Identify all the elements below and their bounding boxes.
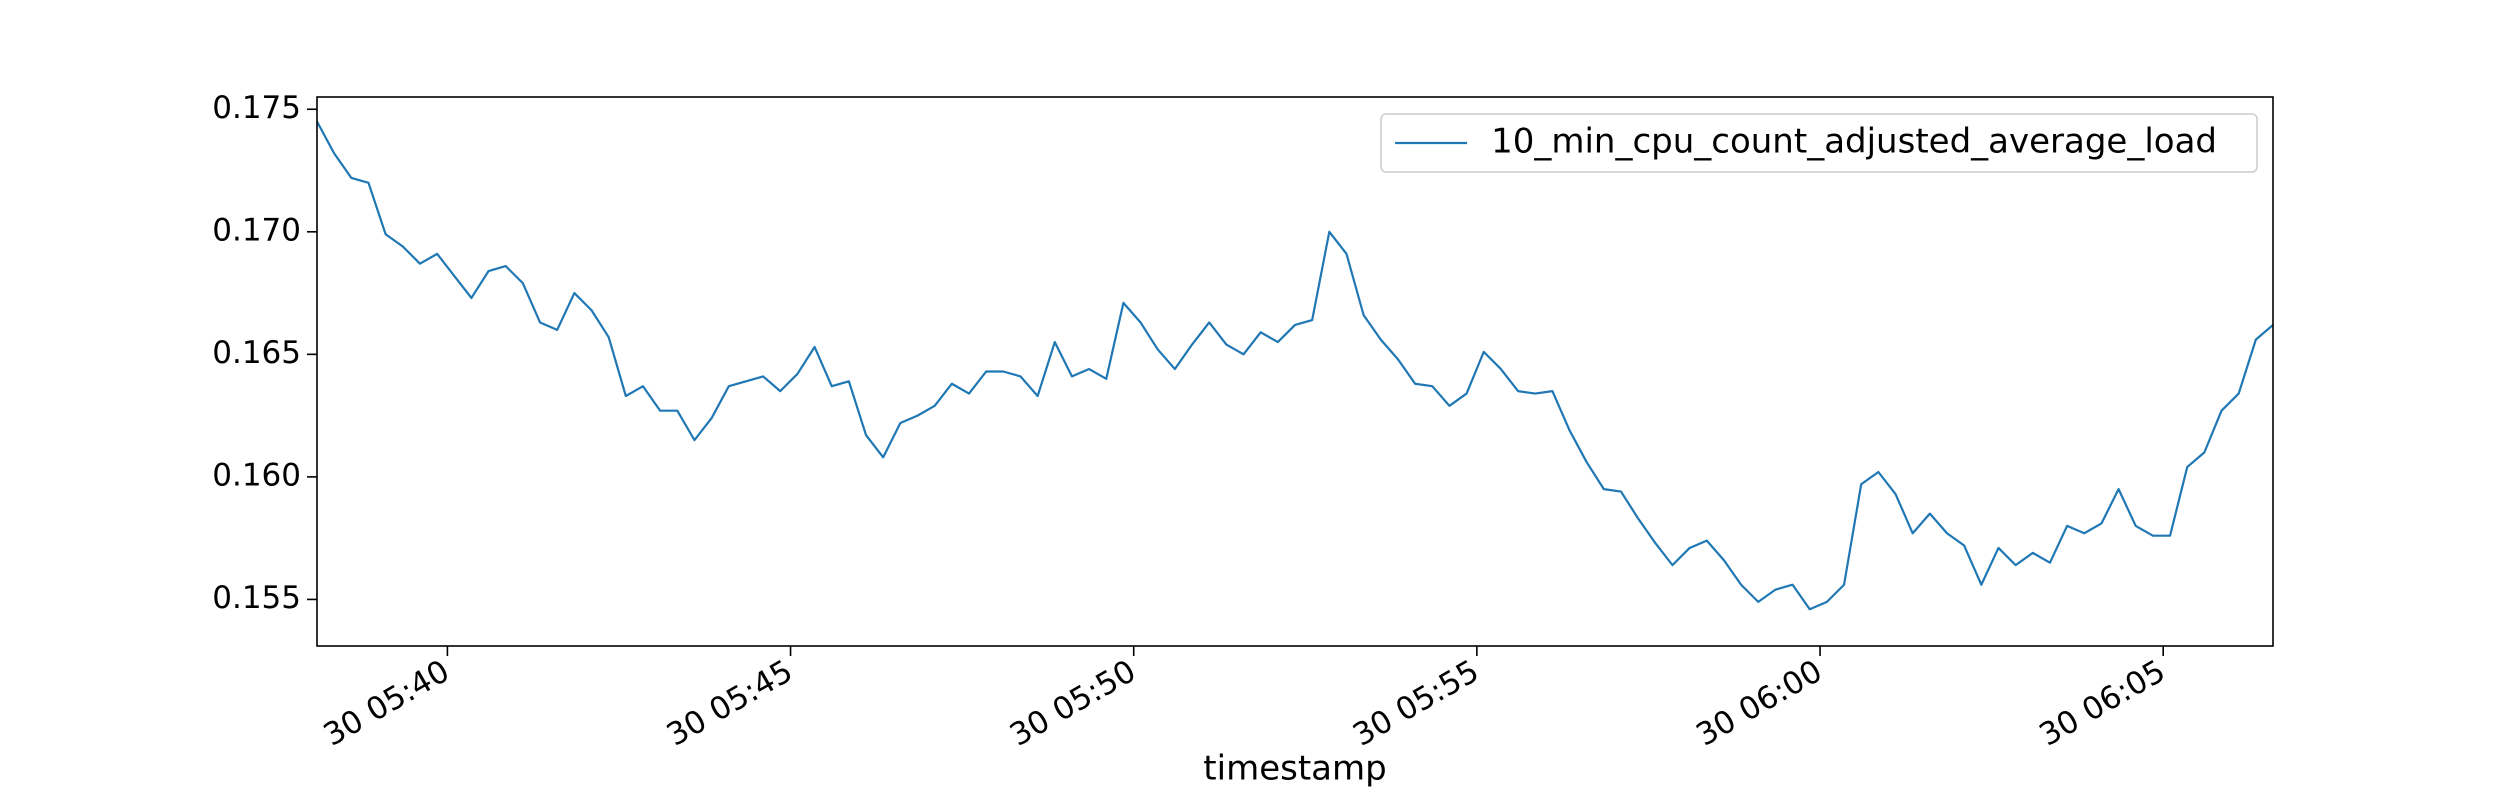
y-tick-label: 0.170 xyxy=(212,212,301,248)
legend-label: 10_min_cpu_count_adjusted_average_load xyxy=(1491,122,2217,162)
y-tick-label: 0.155 xyxy=(212,580,301,616)
y-tick-label: 0.160 xyxy=(212,457,301,493)
y-tick-label: 0.165 xyxy=(212,335,301,371)
legend-box xyxy=(1380,113,2258,173)
plot-frame xyxy=(316,96,2274,647)
data-line xyxy=(317,120,2273,611)
legend: 10_min_cpu_count_adjusted_average_load xyxy=(1380,113,2258,173)
y-tick-label: 0.175 xyxy=(212,90,301,126)
x-axis-label: timestamp xyxy=(1203,749,1386,789)
